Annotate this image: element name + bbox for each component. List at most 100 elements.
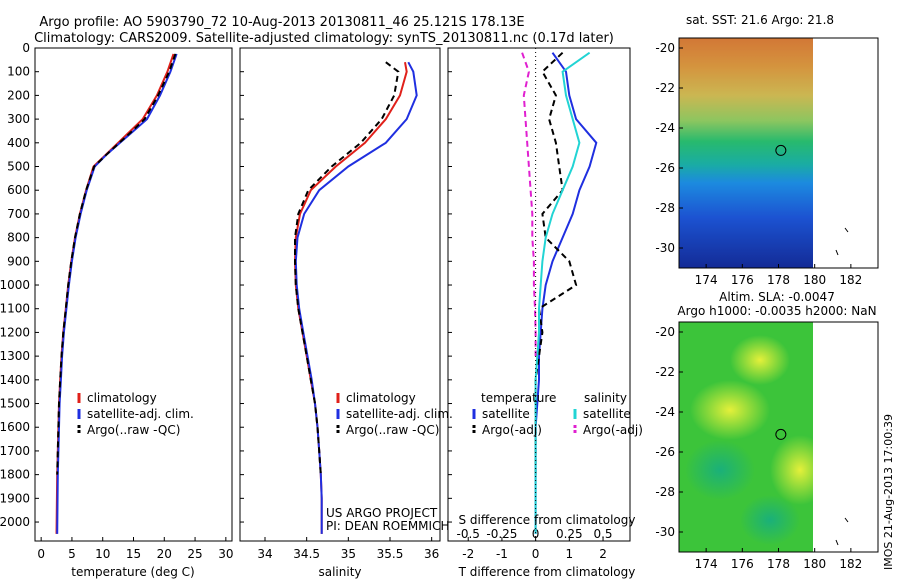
depth-tick-label: 0 — [22, 41, 30, 55]
x-tick-label: 36 — [424, 547, 439, 561]
salinity-plot-frame — [239, 47, 441, 542]
map-y-tick-label: -22 — [655, 365, 675, 379]
series-line-satellite — [534, 52, 598, 534]
legend-header-temperature: temperature — [481, 391, 556, 405]
difference-plot-frame — [447, 47, 631, 542]
difference-legend: temperature salinity satellite Argo(-adj) sa… — [472, 391, 643, 437]
series-line-argo-adj- — [521, 52, 537, 357]
depth-tick-label: 1100 — [0, 302, 30, 316]
pi-annotation: PI: DEAN ROEMMICH — [326, 519, 449, 533]
x-tick-label: 20 — [157, 547, 172, 561]
figure-title-line1: Argo profile: AO 5903790_72 10-Aug-2013 … — [39, 15, 524, 30]
series-line-argo-raw-qc- — [294, 61, 400, 475]
series-line-satellite-adj-clim- — [56, 53, 178, 534]
depth-axis-ticks: 0 100 200 300 400 500 600 700 800 900 1000 1100 1200… — [0, 41, 39, 529]
depth-tick-label: 900 — [7, 254, 30, 268]
x-tick-label: 1 — [566, 547, 574, 561]
legend-label: satellite-adj. clim. — [87, 407, 194, 421]
depth-tick-label: 700 — [7, 207, 30, 221]
x-tick-label: -2 — [462, 547, 474, 561]
temperature-plot-frame — [34, 47, 233, 542]
series-line-argo-raw-qc- — [56, 53, 177, 475]
temperature-panel: 0100200300400500600700800900100011001200… — [0, 41, 233, 579]
depth-tick-label: 400 — [7, 136, 30, 150]
depth-tick-label: 200 — [7, 88, 30, 102]
x-tick-label: 34.5 — [293, 547, 320, 561]
difference-axis-ticks: -2 -1 0 1 2 — [448, 47, 607, 561]
series-line-satellite — [534, 51, 591, 534]
depth-tick-label: 1800 — [0, 468, 30, 482]
map-x-tick-label: 174 — [695, 557, 718, 571]
series-line-climatology — [55, 53, 175, 534]
figure-title-line2: Climatology: CARS2009. Satellite-adjuste… — [34, 31, 614, 46]
salinity-legend: climatology satellite-adj. clim. Argo(..ra… — [336, 391, 453, 437]
map-y-tick-label: -24 — [655, 121, 675, 135]
sla-high-anomaly — [730, 335, 790, 385]
sst-map-panel: sat. SST: 21.6 Argo: 21.8 174 176 178 180 18… — [655, 13, 879, 287]
difference-series — [521, 48, 598, 541]
x-tick-label: 15 — [126, 547, 141, 561]
map-x-tick-label: 180 — [803, 557, 826, 571]
map-x-tick-label: 178 — [767, 273, 790, 287]
depth-tick-label: 1400 — [0, 373, 30, 387]
x-tick-label: -1 — [496, 547, 508, 561]
temperature-legend: climatology satellite-adj. clim. Argo(..ra… — [77, 391, 194, 437]
x-tick-label: 2 — [599, 547, 607, 561]
map-y-tick-label: -30 — [655, 241, 675, 255]
x-tick-label: 35.5 — [377, 547, 404, 561]
argo-location-marker — [775, 144, 787, 156]
salinity-x-label: salinity — [318, 565, 361, 579]
sst-heatmap — [679, 38, 813, 268]
s-difference-tick-label: 0.5 — [593, 527, 612, 541]
legend-label: satellite — [583, 407, 631, 421]
sst-map-land-mask — [813, 38, 878, 268]
island-outline-sla — [835, 517, 849, 546]
sla-map-subtitle: Argo h1000: -0.0035 h2000: NaN — [677, 304, 876, 318]
sla-low-anomaly — [685, 440, 755, 500]
salinity-difference-axis-ticks: -0.5 -0.25 0 0.25 0.5 — [457, 527, 613, 541]
x-tick-label: 25 — [187, 547, 202, 561]
map-y-tick-label: -26 — [655, 445, 675, 459]
depth-tick-label: 300 — [7, 112, 30, 126]
legend-label: Argo(..raw -QC) — [346, 423, 439, 437]
x-tick-label: 34 — [257, 547, 272, 561]
sla-map-title: Altim. SLA: -0.0047 — [719, 290, 835, 304]
depth-tick-label: 1900 — [0, 491, 30, 505]
difference-panel: -2 -1 0 1 2 -0.5 -0.25 0 0.25 0.5 S difference f… — [447, 47, 643, 579]
x-tick-label: 0 — [532, 547, 540, 561]
depth-tick-label: 600 — [7, 183, 30, 197]
legend-label: satellite — [482, 407, 530, 421]
t-difference-label: T difference from climatology — [458, 565, 636, 579]
depth-tick-label: 800 — [7, 231, 30, 245]
legend-label: Argo(-adj) — [482, 423, 542, 437]
map-y-tick-label: -28 — [655, 485, 675, 499]
depth-tick-label: 2000 — [0, 515, 30, 529]
salinity-panel: 34 34.5 35 35.5 36 salinity climatology satel… — [239, 47, 453, 579]
argo-location-marker-sla — [775, 428, 787, 440]
legend-header-salinity: salinity — [584, 391, 627, 405]
x-tick-label: 35 — [341, 547, 356, 561]
legend-label: Argo(-adj) — [583, 423, 643, 437]
legend-label: climatology — [346, 391, 416, 405]
map-x-tick-label: 176 — [731, 273, 754, 287]
project-annotation: US ARGO PROJECT — [326, 506, 438, 520]
island-outline — [835, 227, 849, 256]
depth-tick-label: 1700 — [0, 444, 30, 458]
x-tick-label: 30 — [218, 547, 233, 561]
depth-tick-label: 1200 — [0, 325, 30, 339]
depth-tick-label: 100 — [7, 65, 30, 79]
sst-map-title: sat. SST: 21.6 Argo: 21.8 — [686, 13, 834, 27]
x-tick-label: 5 — [68, 547, 76, 561]
s-difference-tick-label: -0.25 — [486, 527, 517, 541]
depth-tick-label: 1300 — [0, 349, 30, 363]
depth-tick-label: 1600 — [0, 420, 30, 434]
depth-tick-label: 1000 — [0, 278, 30, 292]
depth-tick-label: 1500 — [0, 397, 30, 411]
map-y-tick-label: -22 — [655, 81, 675, 95]
sla-map-land-mask — [813, 322, 878, 552]
legend-label: climatology — [87, 391, 157, 405]
legend-label: satellite-adj. clim. — [346, 407, 453, 421]
sla-map-ticks: 174 176 178 180 182 -20 -22 -24 -26 -28 -30 — [655, 325, 862, 571]
map-x-tick-label: 174 — [695, 273, 718, 287]
timestamp-stamp: IMOS 21-Aug-2013 17:00:39 — [882, 414, 895, 570]
